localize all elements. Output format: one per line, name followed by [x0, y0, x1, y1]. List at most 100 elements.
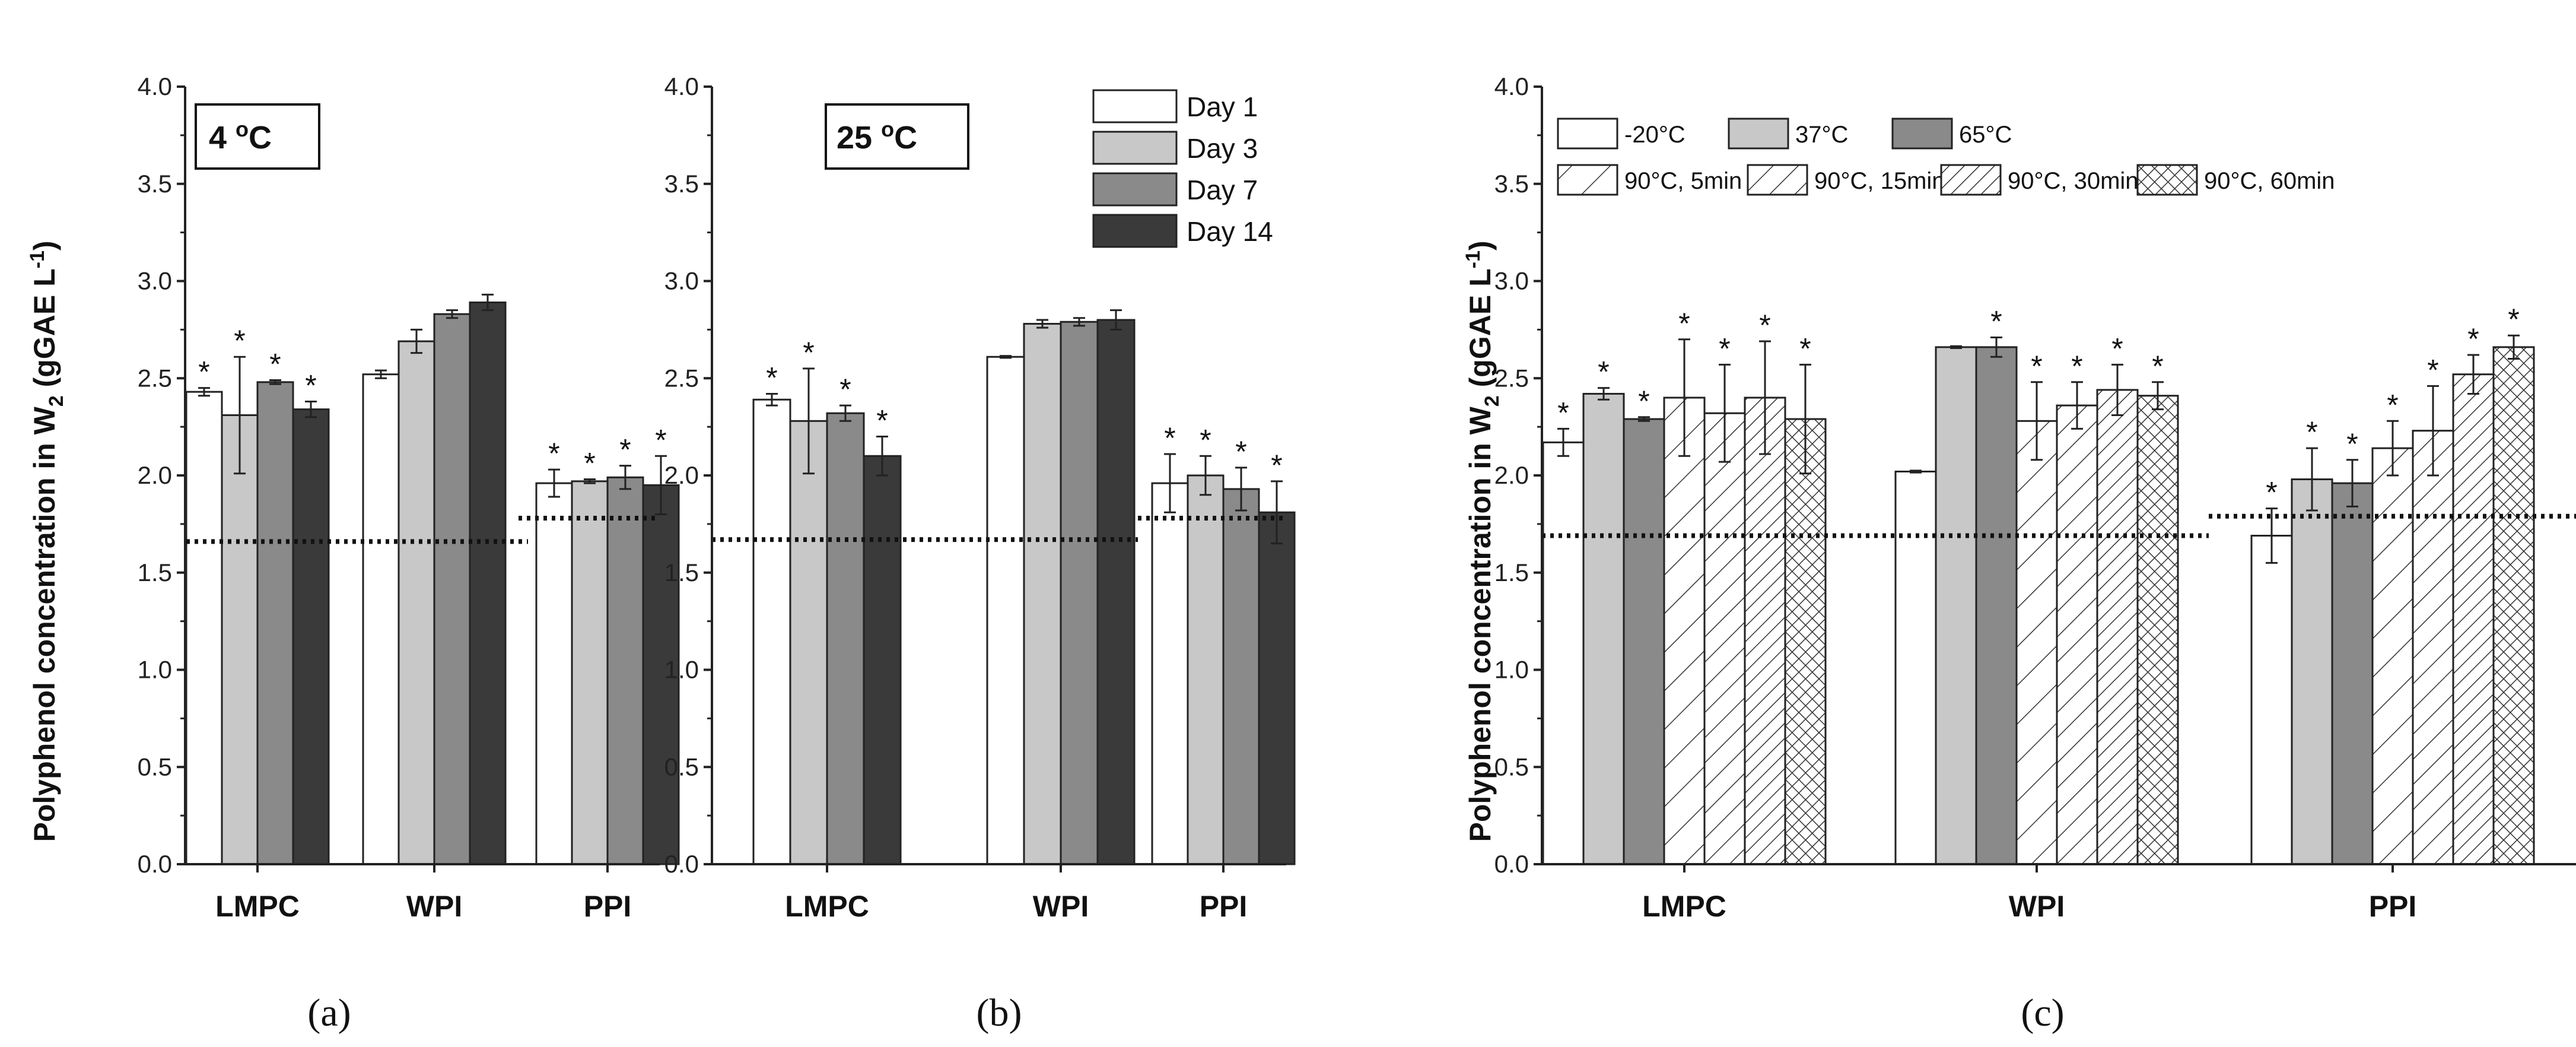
bar-LMPC-3	[1663, 396, 1706, 865]
legend-c-label: -20°C	[1624, 122, 1685, 148]
significance-marker: *	[1799, 332, 1811, 365]
significance-marker: *	[2111, 332, 2123, 365]
bar-WPI-1	[397, 340, 435, 865]
legend-b-swatch	[1092, 89, 1178, 123]
significance-marker: *	[1271, 449, 1282, 482]
significance-marker: *	[1990, 304, 2002, 338]
legend-b: Day 1 Day 3 Day 7 Day 14	[1092, 89, 1273, 248]
y-tick-label: 1.0	[138, 656, 172, 684]
legend-b-label: Day 3	[1187, 133, 1258, 164]
legend-b-label: Day 14	[1187, 216, 1273, 247]
legend-c-swatch	[1747, 164, 1808, 196]
panel-b-caption: (b)	[977, 991, 1022, 1035]
bar-PPI-1	[571, 480, 609, 865]
y-tick-label: 0.5	[664, 753, 699, 781]
plot-c-bars: * * * * * * * * * * * * * * * * * * *	[1542, 303, 2576, 865]
significance-marker: *	[1598, 356, 1609, 389]
significance-marker: *	[1678, 307, 1690, 340]
y-tick-label: 0.0	[138, 850, 172, 878]
bar-LMPC-0	[1542, 441, 1585, 865]
y-tick-label: 1.0	[1494, 656, 1529, 684]
bar-WPI-0	[986, 356, 1025, 865]
significance-marker: *	[1557, 396, 1569, 429]
legend-b-label: Day 7	[1187, 174, 1258, 205]
significance-marker: *	[234, 324, 245, 357]
category-label-wpi: WPI	[1033, 890, 1089, 923]
category-label-lmpc: LMPC	[785, 890, 869, 923]
y-tick-label: 1.0	[664, 656, 699, 684]
y-tick-label: 3.5	[1494, 170, 1529, 198]
significance-marker: *	[269, 348, 281, 381]
bar-PPI-2	[2331, 482, 2374, 865]
y-tick-label: 0.0	[664, 850, 699, 878]
legend-b-swatch	[1092, 131, 1178, 165]
bar-WPI-5	[2096, 389, 2139, 865]
y-tick-label: 2.0	[1494, 461, 1529, 489]
bar-LMPC-3	[292, 408, 330, 865]
bar-PPI-0	[1151, 482, 1189, 865]
significance-marker: *	[1235, 435, 1246, 468]
panel-a: * * * * * * * * 0.0 0.5 1.0 1.5 2.0 2.5 3.0 3.5 4.0 LMPC…	[26, 72, 680, 1035]
significance-marker: *	[2508, 303, 2519, 336]
bar-PPI-0	[2250, 535, 2293, 865]
significance-marker: *	[198, 356, 209, 389]
significance-marker: *	[548, 437, 559, 470]
significance-marker: *	[2071, 350, 2082, 383]
plot-b-axes: 0.0 0.5 1.0 1.5 2.0 2.5 3.0 3.5 4.0 LMPC WPI PPI	[664, 72, 1286, 923]
bar-PPI-1	[2291, 478, 2333, 865]
significance-marker: *	[2387, 388, 2398, 421]
significance-marker: *	[619, 433, 631, 467]
plot-b-bars: * * * * * * * *	[712, 309, 1296, 865]
significance-marker: *	[2152, 350, 2163, 383]
legend-c-label: 90°C, 5min	[1624, 168, 1742, 194]
legend-b-swatch	[1092, 214, 1178, 248]
plot-a-bars: * * * * * * * *	[185, 293, 680, 865]
y-tick-label: 3.5	[138, 170, 172, 198]
y-tick-label: 3.0	[664, 267, 699, 295]
category-label-wpi: WPI	[2009, 890, 2065, 923]
bar-PPI-2	[606, 476, 644, 865]
significance-marker: *	[1638, 385, 1649, 418]
bar-LMPC-3	[863, 455, 902, 865]
bar-PPI-0	[535, 482, 573, 865]
bar-PPI-4	[2412, 430, 2454, 865]
category-label-ppi: PPI	[1200, 890, 1248, 923]
bar-PPI-6	[2492, 346, 2535, 865]
significance-marker: *	[803, 336, 814, 369]
category-label-lmpc: LMPC	[1642, 890, 1726, 923]
panel-a-caption: (a)	[307, 991, 351, 1035]
bar-WPI-4	[2056, 404, 2098, 865]
y-tick-label: 3.0	[1494, 267, 1529, 295]
bar-WPI-0	[362, 373, 400, 865]
legend-c-swatch	[1728, 118, 1789, 150]
category-label-ppi: PPI	[584, 890, 632, 923]
bar-LMPC-1	[789, 420, 828, 865]
panel-c-caption: (c)	[2021, 991, 2064, 1035]
bar-WPI-2	[1975, 346, 2018, 865]
panel-b-title-box	[825, 103, 969, 170]
category-label-wpi: WPI	[406, 890, 462, 923]
significance-marker: *	[766, 361, 777, 394]
plot-a-axes: 0.0 0.5 1.0 1.5 2.0 2.5 3.0 3.5 4.0 LMPC WPI PPI	[138, 72, 660, 923]
bar-LMPC-2	[1623, 418, 1665, 865]
bar-PPI-2	[1222, 488, 1260, 865]
y-tick-label: 4.0	[138, 72, 172, 100]
significance-marker: *	[2467, 322, 2479, 356]
significance-marker: *	[876, 404, 888, 437]
panel-a-title-box	[195, 103, 320, 170]
legend-c-label: 65°C	[1959, 122, 2012, 148]
category-label-lmpc: LMPC	[215, 890, 300, 923]
legend-c: -20°C 37°C 65°C 90°C, 5min 90°C, 15min 90°C, …	[1557, 118, 2335, 196]
significance-marker: *	[2346, 427, 2358, 461]
bar-PPI-5	[2452, 373, 2495, 865]
bar-WPI-1	[1935, 346, 1977, 865]
y-tick-label: 2.5	[1494, 364, 1529, 392]
legend-c-label: 90°C, 15min	[1814, 168, 1945, 194]
y-tick-label: 2.5	[138, 364, 172, 392]
plot-c-axes: 0.0 0.5 1.0 1.5 2.0 2.5 3.0 3.5 4.0 LMPC WPI PPI	[1494, 72, 2576, 923]
bar-LMPC-6	[1784, 418, 1827, 865]
bar-PPI-3	[2371, 447, 2414, 865]
panel-a-title: 4 oC	[209, 117, 272, 156]
y-tick-label: 2.0	[664, 461, 699, 489]
